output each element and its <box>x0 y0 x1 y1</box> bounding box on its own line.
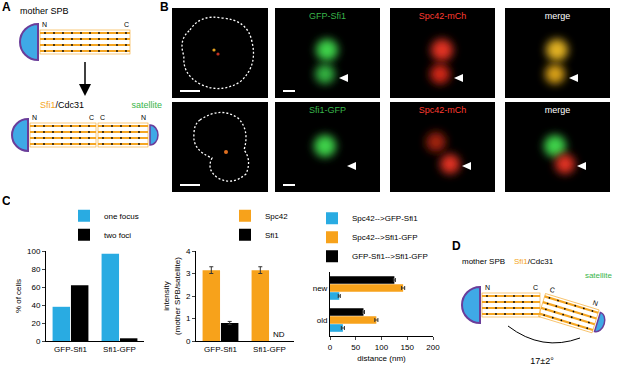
svg-text:intensity(mother SPB/satellite: intensity(mother SPB/satellite) <box>162 257 181 335</box>
svg-text:ND: ND <box>273 330 285 339</box>
svg-text:old: old <box>317 316 328 325</box>
svg-text:N: N <box>32 114 37 121</box>
svg-text:1: 1 <box>186 314 191 323</box>
svg-text:GFP-Sfi1: GFP-Sfi1 <box>309 11 346 21</box>
svg-text:0: 0 <box>328 343 333 352</box>
svg-text:100: 100 <box>375 343 389 352</box>
svg-text:Spc42-->Sfi1-GFP: Spc42-->Sfi1-GFP <box>352 233 418 242</box>
svg-text:GFP-Sfi1: GFP-Sfi1 <box>54 345 87 354</box>
svg-text:Sfi1/Cdc31: Sfi1/Cdc31 <box>40 100 84 110</box>
svg-text:80: 80 <box>31 265 40 274</box>
svg-text:Sfi1-GFP: Sfi1-GFP <box>309 105 346 115</box>
svg-text:satellite: satellite <box>585 271 613 280</box>
svg-text:Spc42: Spc42 <box>265 212 288 221</box>
svg-text:20: 20 <box>31 319 40 328</box>
svg-text:Sfi1/Cdc31: Sfi1/Cdc31 <box>514 257 554 266</box>
svg-text:one focus: one focus <box>104 212 139 221</box>
svg-text:17±2°: 17±2° <box>530 356 554 366</box>
svg-text:D: D <box>452 239 461 253</box>
svg-text:40: 40 <box>31 301 40 310</box>
svg-text:Sfi1: Sfi1 <box>265 231 279 240</box>
svg-text:0: 0 <box>36 337 41 346</box>
svg-text:GFP-Sfi1: GFP-Sfi1 <box>204 345 237 354</box>
svg-text:Spc42-mCh: Spc42-mCh <box>419 11 467 21</box>
svg-text:4: 4 <box>186 247 191 256</box>
svg-text:new: new <box>313 284 328 293</box>
svg-text:200: 200 <box>426 343 440 352</box>
svg-text:C: C <box>89 114 94 121</box>
svg-text:N: N <box>141 114 146 121</box>
svg-text:A: A <box>2 0 11 14</box>
svg-text:GFP-Sfi1-->Sfi1-GFP: GFP-Sfi1-->Sfi1-GFP <box>352 252 428 261</box>
svg-text:C: C <box>549 286 556 294</box>
svg-text:C: C <box>533 284 538 291</box>
svg-text:Sfi1-GFP: Sfi1-GFP <box>103 345 136 354</box>
svg-text:satellite: satellite <box>131 100 162 110</box>
svg-text:% of cells: % of cells <box>14 279 23 313</box>
svg-text:Sfi1-GFP: Sfi1-GFP <box>253 345 286 354</box>
svg-text:B: B <box>160 0 169 14</box>
svg-text:2: 2 <box>186 292 191 301</box>
svg-text:50: 50 <box>351 343 360 352</box>
svg-text:distance (nm): distance (nm) <box>357 354 406 363</box>
svg-text:merge: merge <box>545 105 571 115</box>
svg-text:N: N <box>485 284 490 291</box>
svg-text:C: C <box>124 21 129 28</box>
svg-text:N: N <box>592 299 599 307</box>
svg-text:merge: merge <box>545 11 571 21</box>
svg-text:150: 150 <box>401 343 415 352</box>
svg-text:60: 60 <box>31 283 40 292</box>
svg-text:Spc42-->GFP-Sfi1: Spc42-->GFP-Sfi1 <box>352 214 418 223</box>
svg-text:mother SPB: mother SPB <box>20 6 69 16</box>
svg-text:C: C <box>100 114 105 121</box>
svg-text:C: C <box>2 194 11 208</box>
svg-text:two foci: two foci <box>104 231 131 240</box>
svg-text:3: 3 <box>186 269 191 278</box>
svg-text:100: 100 <box>27 247 41 256</box>
svg-text:Spc42-mCh: Spc42-mCh <box>419 105 467 115</box>
svg-text:N: N <box>42 21 47 28</box>
svg-text:mother SPB: mother SPB <box>462 257 505 266</box>
svg-text:0: 0 <box>186 337 191 346</box>
